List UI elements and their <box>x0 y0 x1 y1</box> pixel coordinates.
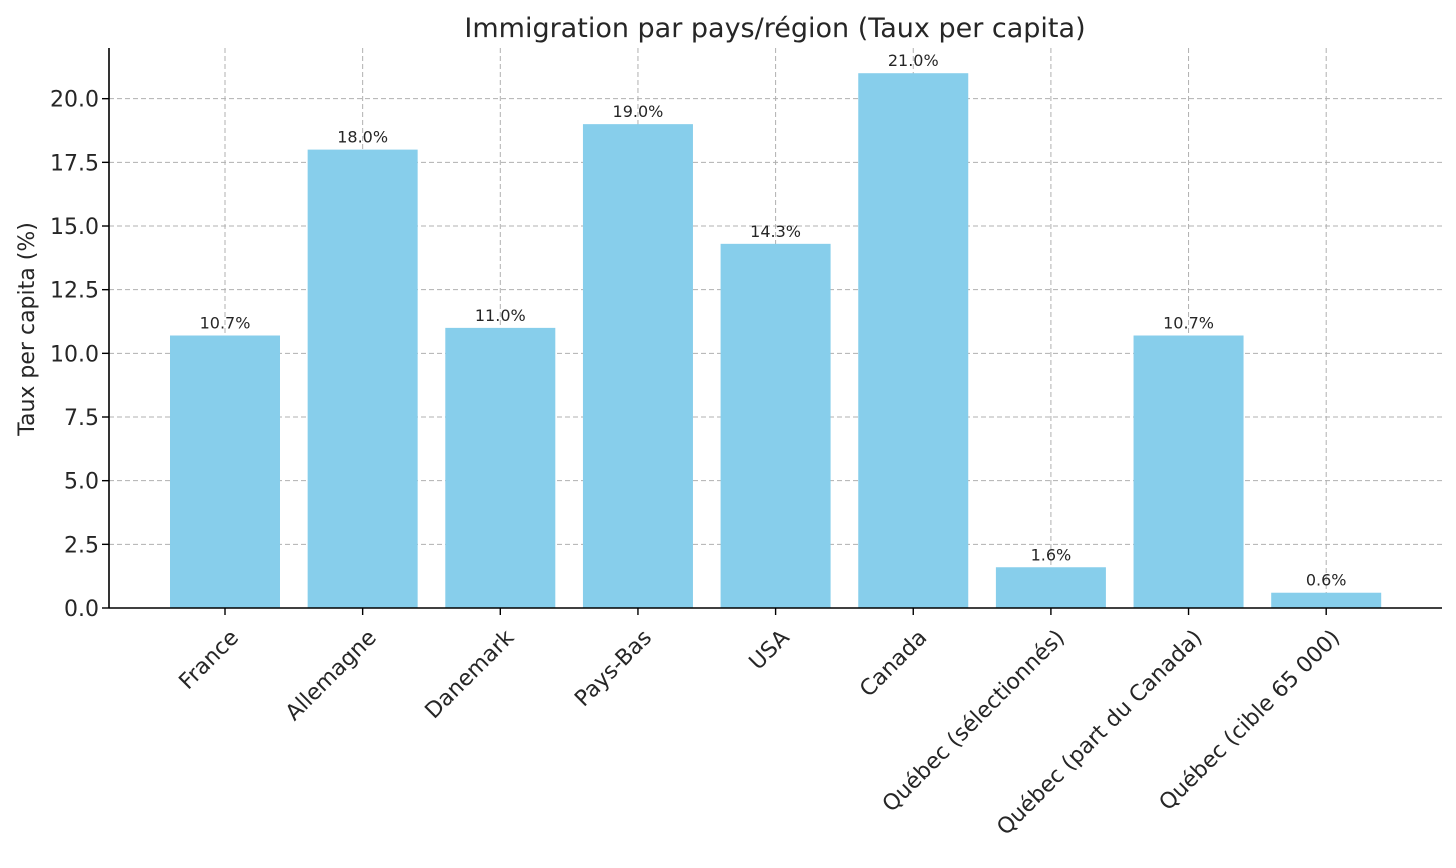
y-tick-label: 12.5 <box>50 279 99 304</box>
y-axis-label: Taux per capita (%) <box>15 222 40 437</box>
bar <box>445 327 556 608</box>
bar-value-label: 10.7% <box>200 314 251 333</box>
y-tick-label: 2.5 <box>64 533 99 558</box>
bar-value-label: 10.7% <box>1163 314 1214 333</box>
bar <box>858 73 969 609</box>
y-tick-label: 0.0 <box>64 597 99 622</box>
bar-value-label: 0.6% <box>1306 571 1347 590</box>
y-tick-label: 5.0 <box>64 470 99 495</box>
x-tick-label: Allemagne <box>281 625 382 726</box>
x-tick-label: France <box>175 625 244 694</box>
x-ticks: France Allemagne Danemark Pays-Bas USA Canada… <box>175 608 1345 840</box>
x-tick-label: Canada <box>855 625 932 702</box>
chart-title: Immigration par pays/région (Taux per ca… <box>464 13 1085 44</box>
y-tick-label: 15.0 <box>50 215 99 240</box>
y-tick-label: 17.5 <box>50 151 99 176</box>
bar <box>1271 592 1382 608</box>
bar <box>582 124 693 608</box>
bar-value-label: 18.0% <box>337 128 388 147</box>
bar-value-label: 21.0% <box>888 51 939 70</box>
bar-value-labels: 10.7% 18.0% 11.0% 19.0% 14.3% 21.0% 1.6% 10.7% 0… <box>200 51 1347 590</box>
y-tick-label: 7.5 <box>64 406 99 431</box>
bar-value-label: 19.0% <box>613 102 664 121</box>
y-ticks: 0.0 2.5 5.0 7.5 10.0 12.5 15.0 17.5 20.0 <box>50 88 109 622</box>
x-tick-label: Danemark <box>421 625 520 724</box>
x-tick-label: Pays-Bas <box>570 625 657 712</box>
bars <box>170 73 1382 609</box>
bar-value-label: 14.3% <box>750 222 801 241</box>
y-tick-label: 10.0 <box>50 342 99 367</box>
bar <box>170 335 280 608</box>
bar <box>995 567 1106 608</box>
x-tick-label: USA <box>745 625 795 675</box>
bar <box>307 149 418 609</box>
bar <box>1133 335 1244 608</box>
bar-value-label: 11.0% <box>475 306 526 325</box>
bar <box>720 243 831 608</box>
bar-value-label: 1.6% <box>1031 545 1072 564</box>
y-tick-label: 20.0 <box>50 88 99 113</box>
